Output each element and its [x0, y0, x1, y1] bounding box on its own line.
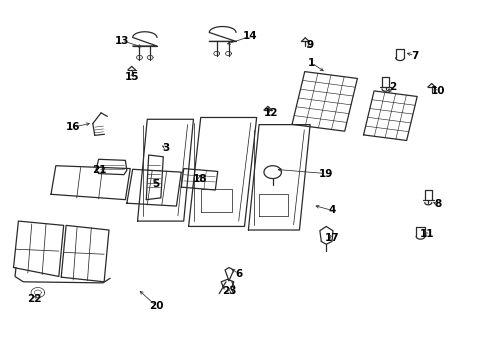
Text: 10: 10	[430, 86, 445, 96]
Text: 23: 23	[221, 287, 236, 296]
Text: 8: 8	[433, 199, 441, 209]
Text: 18: 18	[192, 174, 206, 184]
Text: 19: 19	[318, 168, 333, 179]
Text: 17: 17	[324, 233, 339, 243]
Text: 1: 1	[307, 58, 315, 68]
Text: 9: 9	[306, 40, 313, 50]
Text: 11: 11	[419, 229, 434, 239]
Text: 20: 20	[148, 301, 163, 311]
Text: 13: 13	[115, 36, 129, 46]
Polygon shape	[363, 91, 416, 140]
Polygon shape	[291, 72, 357, 131]
Text: 16: 16	[66, 122, 81, 132]
Text: 12: 12	[264, 108, 278, 118]
Text: 21: 21	[92, 165, 107, 175]
Text: 5: 5	[152, 179, 159, 189]
Text: 15: 15	[124, 72, 139, 82]
Text: 6: 6	[235, 269, 242, 279]
Text: 22: 22	[27, 294, 41, 303]
Text: 2: 2	[388, 82, 396, 92]
Text: 3: 3	[162, 143, 169, 153]
Text: 14: 14	[243, 31, 257, 41]
Text: 7: 7	[410, 51, 418, 61]
Text: 4: 4	[327, 205, 335, 215]
